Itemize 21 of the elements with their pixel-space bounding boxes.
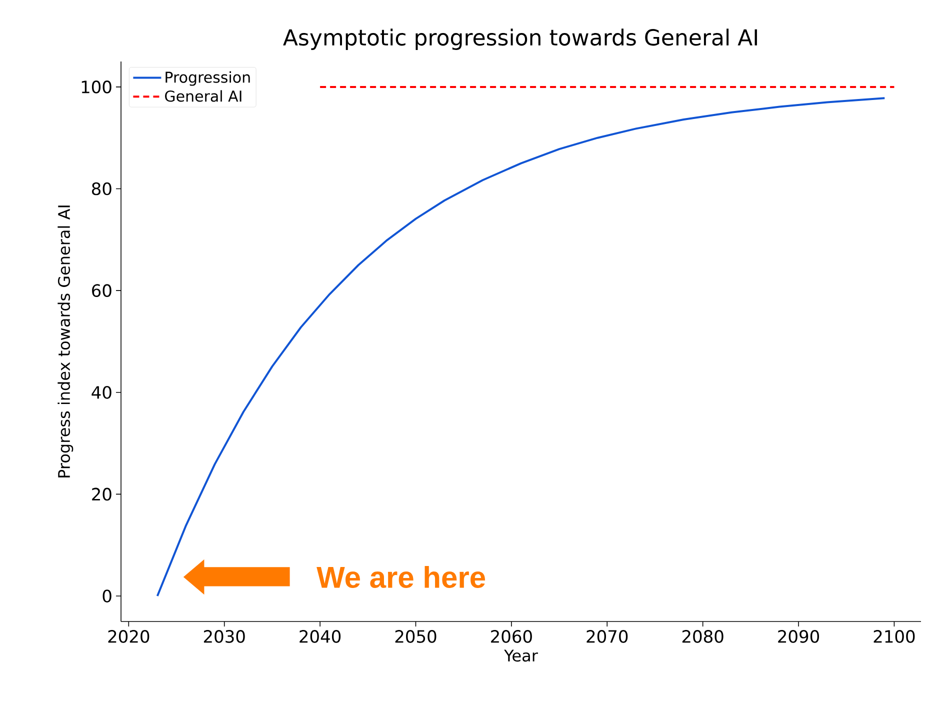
x-tick-label: 2050	[395, 630, 436, 643]
y-tick-label: 20	[92, 488, 112, 501]
x-tick-label: 2090	[778, 630, 820, 643]
y-tick-label: 100	[82, 80, 112, 94]
x-tick-label: 2060	[491, 630, 532, 643]
y-axis-title: Progress index towards General AI	[58, 206, 74, 478]
x-tick-label: 2040	[300, 630, 341, 643]
chart-title: Asymptotic progression towards General AI	[283, 28, 757, 50]
x-tick-label: 2100	[874, 630, 915, 643]
x-tick-label: 2030	[204, 630, 245, 643]
x-axis-title: Year	[504, 650, 538, 662]
x-tick-label: 2020	[108, 630, 150, 643]
y-tick-label: 60	[92, 284, 112, 297]
y-tick-label: 0	[102, 590, 112, 602]
x-tick-label: 2080	[682, 630, 724, 643]
y-tick-label: 80	[92, 182, 112, 196]
y-tick-label: 40	[92, 386, 112, 399]
legend-label: Progression	[166, 71, 250, 86]
annotation: We are here	[316, 566, 486, 588]
legend-label: General AI	[165, 90, 242, 102]
x-tick-label: 2070	[586, 630, 628, 643]
